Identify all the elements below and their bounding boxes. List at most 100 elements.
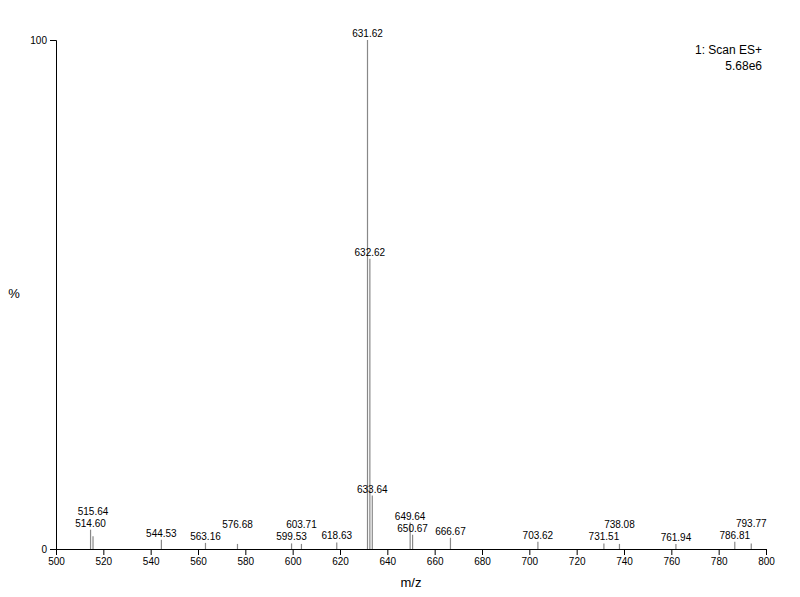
- x-tick: 560: [190, 549, 207, 567]
- plot-area: 500 520 540 560 580 600 620 640 660 680 700 720 740 7…: [30, 28, 775, 567]
- annotation-line: 5.68e6: [725, 59, 762, 73]
- stem: [751, 543, 752, 549]
- stem: [450, 538, 451, 549]
- stem: [372, 496, 373, 549]
- stem: [367, 40, 368, 549]
- y-tick: 100: [30, 35, 56, 46]
- x-tick: 780: [711, 549, 728, 567]
- peak-label: 515.64: [78, 506, 109, 517]
- annotation-line: 1: Scan ES+: [695, 43, 762, 57]
- peak-label: 576.68: [222, 519, 253, 530]
- x-tick-label: 660: [427, 556, 444, 567]
- y-tick-label: 0: [41, 544, 47, 555]
- x-tick-label: 560: [190, 556, 207, 567]
- x-tick-mark: [766, 549, 767, 555]
- x-tick: 680: [474, 549, 491, 567]
- peak-label: 603.71: [286, 519, 317, 530]
- x-tick: 540: [143, 549, 160, 567]
- x-tick: 700: [521, 549, 538, 567]
- x-tick-mark: [245, 549, 246, 555]
- peak-label: 650.67: [397, 523, 428, 534]
- x-tick: 760: [663, 549, 680, 567]
- peak-label: 632.62: [355, 247, 386, 258]
- x-axis-title: m/z: [401, 575, 422, 590]
- peak-label: 703.62: [523, 530, 554, 541]
- x-tick-mark: [671, 549, 672, 555]
- chart: 500 520 540 560 580 600 620 640 660 680 700 720 740 7…: [0, 0, 800, 597]
- stem: [92, 536, 93, 549]
- x-tick-label: 600: [285, 556, 302, 567]
- x-tick-mark: [624, 549, 625, 555]
- stem: [734, 542, 735, 549]
- x-tick: 500: [48, 549, 65, 567]
- stem: [336, 542, 337, 549]
- annotation: 1: Scan ES+ 5.68e6: [695, 43, 762, 73]
- x-tick-label: 720: [569, 556, 586, 567]
- stem: [537, 542, 538, 549]
- peak-label: 514.60: [75, 518, 106, 529]
- stem: [205, 543, 206, 549]
- y-tick-mark: [50, 549, 56, 550]
- x-tick-mark: [340, 549, 341, 555]
- x-tick-mark: [435, 549, 436, 555]
- stem: [603, 543, 604, 549]
- x-tick-mark: [577, 549, 578, 555]
- x-tick-label: 640: [379, 556, 396, 567]
- x-tick-mark: [482, 549, 483, 555]
- peak-label: 599.53: [276, 531, 307, 542]
- x-tick-mark: [529, 549, 530, 555]
- x-tick: 720: [569, 549, 586, 567]
- peak-label: 666.67: [435, 526, 466, 537]
- stem: [237, 544, 238, 549]
- stem: [301, 544, 302, 549]
- x-tick-label: 680: [474, 556, 491, 567]
- x-tick-label: 540: [143, 556, 160, 567]
- x-tick: 520: [95, 549, 112, 567]
- peak-label: 761.94: [661, 532, 692, 543]
- x-tick-mark: [719, 549, 720, 555]
- x-tick-mark: [151, 549, 152, 555]
- x-tick-mark: [198, 549, 199, 555]
- x-tick-label: 780: [711, 556, 728, 567]
- x-axis-line: [57, 550, 767, 556]
- stems: [91, 40, 752, 549]
- x-tick: 580: [237, 549, 254, 567]
- x-axis: 500 520 540 560 580 600 620 640 660 680 700 720 740 7…: [48, 549, 775, 567]
- x-tick-mark: [293, 549, 294, 555]
- peak-label: 631.62: [352, 28, 383, 39]
- x-tick-label: 740: [616, 556, 633, 567]
- peak-label: 544.53: [146, 528, 177, 539]
- peak-label: 738.08: [604, 519, 635, 530]
- stem: [619, 544, 620, 549]
- x-tick-label: 800: [758, 556, 775, 567]
- stem: [675, 544, 676, 549]
- x-tick: 740: [616, 549, 633, 567]
- x-tick: 600: [285, 549, 302, 567]
- x-tick-label: 520: [95, 556, 112, 567]
- stem: [161, 540, 162, 549]
- x-tick: 640: [379, 549, 396, 567]
- peak-label: 793.77: [736, 518, 767, 529]
- y-tick-mark: [50, 40, 56, 41]
- x-tick-mark: [387, 549, 388, 555]
- x-tick-mark: [103, 549, 104, 555]
- peak-label: 633.64: [357, 484, 388, 495]
- peak-labels: 514.60515.64 544.53 563.16576.68 599.53603.…: [75, 28, 767, 543]
- x-tick: 660: [427, 549, 444, 567]
- peak-label: 563.16: [190, 531, 221, 542]
- stem: [90, 530, 91, 549]
- stem: [412, 535, 413, 549]
- y-axis: 0 100: [30, 35, 56, 555]
- x-tick: 800: [758, 549, 775, 567]
- peak-label: 786.81: [719, 530, 750, 541]
- y-axis-line: [50, 41, 57, 550]
- peak-label: 618.63: [321, 530, 352, 541]
- x-tick-label: 620: [332, 556, 349, 567]
- peak-label: 649.64: [395, 511, 426, 522]
- y-tick: 0: [41, 544, 56, 555]
- y-tick-label: 100: [30, 35, 47, 46]
- x-tick-label: 760: [663, 556, 680, 567]
- stem: [291, 543, 292, 549]
- y-axis-title: %: [8, 286, 20, 301]
- stem: [369, 259, 370, 549]
